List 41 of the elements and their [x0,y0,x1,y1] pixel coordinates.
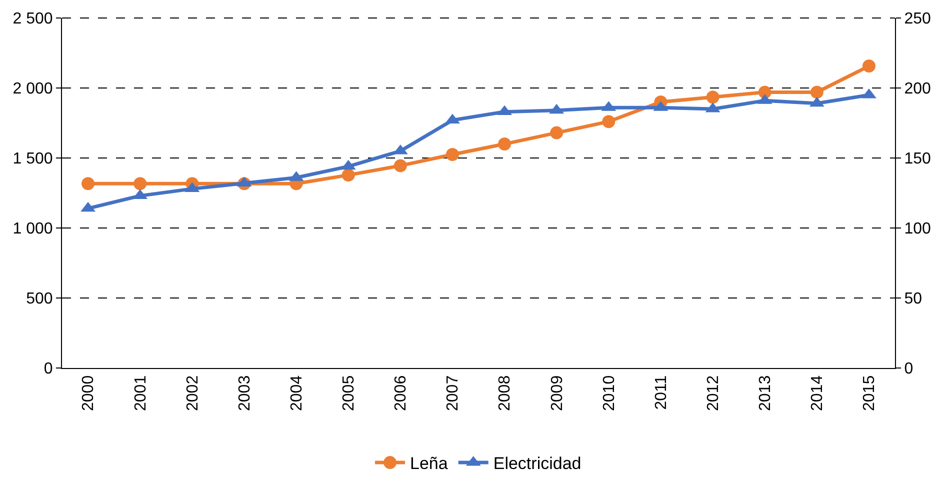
point [342,168,355,182]
x-tick-label: 2006 [392,375,410,411]
x-tick-label: 2011 [652,375,670,410]
x-tick-label: 2013 [757,375,774,411]
x-tick-label: 2003 [236,375,254,411]
y-tick-label: 500 [26,290,53,308]
y2-tick-label: 150 [904,150,931,168]
x-tick-label: 2007 [444,375,462,411]
point [602,115,616,128]
legend-label: Electricidad [493,454,582,474]
y-tick-label: 0 [44,360,53,378]
y-tick-label: 1 500 [12,150,53,168]
x-tick-label: 2009 [548,375,566,411]
legend-label: Leña [410,454,448,474]
y2-tick-label: 250 [904,10,931,28]
x-tick-label: 2008 [496,375,514,411]
y-tick-label: 2 500 [12,10,53,28]
y2-tick-label: 50 [904,290,922,308]
x-tick-label: 2012 [704,375,722,411]
x-tick-label: 2010 [600,375,618,411]
point [446,148,459,161]
y-tick-label: 2 000 [12,80,53,98]
point [82,177,95,190]
y2-tick-label: 200 [904,80,931,98]
y-tick-label: 1 000 [12,220,53,238]
point [498,138,512,150]
x-tick-label: 2015 [861,375,878,411]
y2-tick-label: 0 [904,360,914,378]
point [862,60,876,73]
point [394,159,407,172]
x-tick-label: 2001 [132,375,150,411]
point [134,177,147,190]
point [810,86,824,99]
x-tick-label: 2014 [809,375,826,411]
x-tick-label: 2005 [340,375,358,411]
x-tick-label: 2004 [288,375,306,411]
x-tick-label: 2002 [184,375,202,411]
y2-tick-label: 100 [904,220,931,238]
point [706,90,720,104]
point [550,126,564,140]
x-tick-label: 2000 [80,375,98,411]
